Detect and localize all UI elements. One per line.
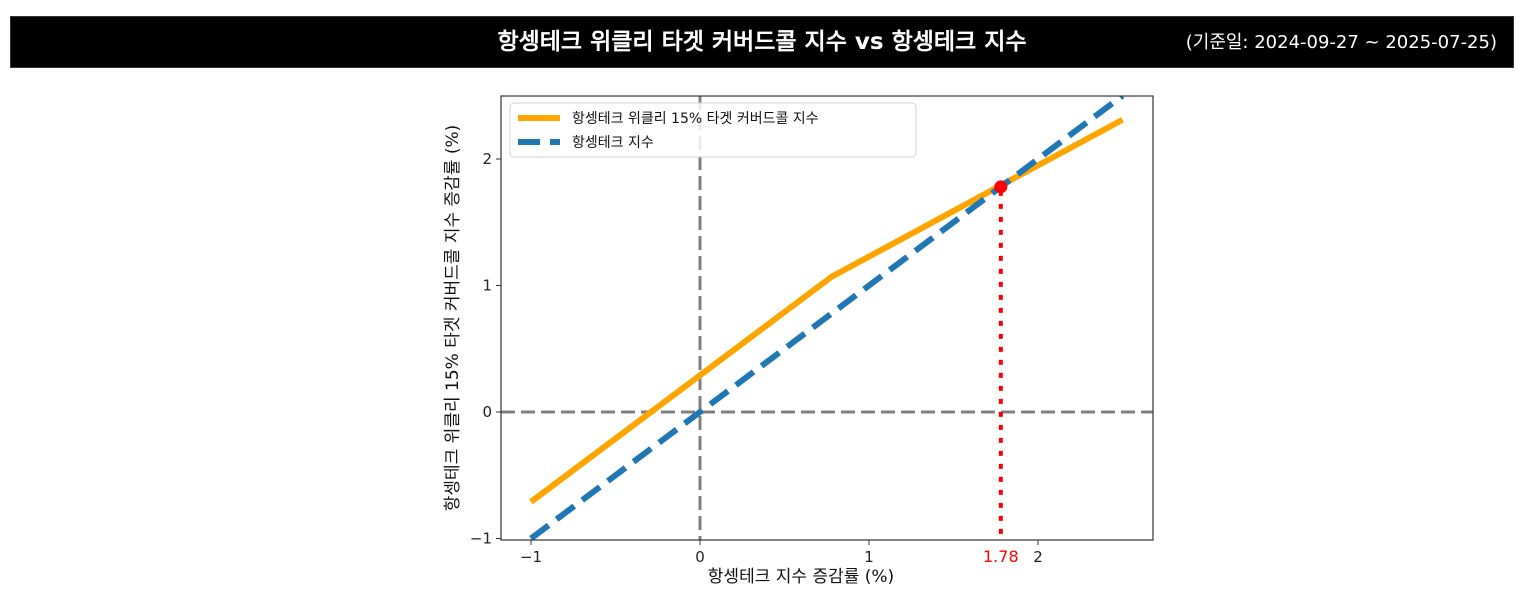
x-axis-label: 항셍테크 지수 증감률 (%) bbox=[708, 567, 894, 587]
axes-frame bbox=[500, 95, 1154, 541]
series-covered-call-line bbox=[529, 117, 1124, 505]
y-tick-label: 0 bbox=[482, 403, 492, 421]
chart-title: 항셍테크 위클리 타겟 커버드콜 지수 vs 항셍테크 지수 bbox=[497, 29, 1027, 55]
legend-box bbox=[509, 102, 917, 158]
legend-label: 항셍테크 위클리 15% 타겟 커버드콜 지수 bbox=[572, 111, 819, 127]
breakeven-point-marker bbox=[994, 180, 1008, 194]
y-tick-label: 1 bbox=[482, 277, 492, 295]
series-index-line bbox=[529, 96, 1125, 540]
plot-inner bbox=[501, 96, 1153, 540]
x-tick-label: 1 bbox=[864, 548, 874, 566]
x-tick-label: 0 bbox=[695, 548, 705, 566]
chart-header-bar: 항셍테크 위클리 타겟 커버드콜 지수 vs 항셍테크 지수 (기준일: 202… bbox=[10, 16, 1514, 68]
breakeven-x-label: 1.78 bbox=[983, 547, 1019, 566]
y-tick-label: 2 bbox=[482, 150, 492, 168]
y-tick-label: −1 bbox=[470, 530, 492, 548]
period-label: (기준일: 2024-09-27 ~ 2025-07-25) bbox=[1185, 32, 1497, 53]
plot-area: −1 0 1 2 −1 0 1 2 1.78 항셍테크 지수 증감률 (%) 항셍테크 위클리 15… bbox=[443, 95, 1154, 587]
y-axis-label: 항셍테크 위클리 15% 타겟 커버드콜 지수 증감률 (%) bbox=[443, 125, 463, 512]
x-tick-label: −1 bbox=[520, 548, 542, 566]
legend-label: 항셍테크 지수 bbox=[572, 135, 654, 151]
x-tick-label: 2 bbox=[1033, 548, 1043, 566]
